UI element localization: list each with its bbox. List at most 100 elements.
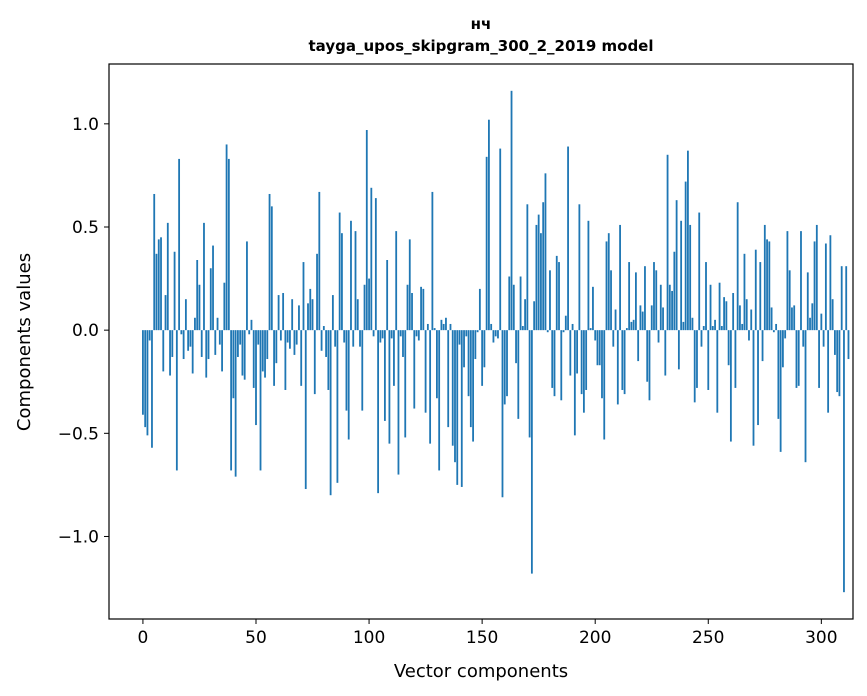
bar-232 — [666, 154, 669, 331]
bar-152 — [485, 156, 488, 331]
bar-119 — [411, 293, 413, 331]
bar-219 — [637, 330, 640, 362]
bar-162 — [508, 276, 511, 331]
chart-title-line1: нч — [471, 15, 492, 33]
bar-294 — [806, 272, 809, 331]
bar-173 — [533, 301, 536, 331]
bar-171 — [528, 330, 531, 438]
bar-176 — [540, 233, 542, 331]
bar-154 — [490, 323, 493, 331]
bar-44 — [241, 330, 244, 376]
bar-248 — [702, 326, 705, 331]
bar-5 — [153, 193, 156, 331]
bar-19 — [184, 299, 187, 331]
bar-201 — [596, 330, 599, 366]
bar-273 — [759, 262, 762, 331]
bar-12 — [169, 330, 171, 376]
bar-180 — [549, 270, 551, 331]
bar-221 — [641, 311, 644, 331]
bar-277 — [768, 241, 771, 331]
bar-216 — [630, 321, 633, 331]
bar-286 — [788, 270, 791, 331]
bar-87 — [338, 212, 341, 331]
bar-54 — [264, 330, 266, 378]
bar-105 — [379, 330, 382, 343]
bar-47 — [248, 330, 251, 335]
bar-165 — [515, 330, 517, 364]
bar-205 — [605, 241, 608, 331]
bar-68 — [295, 330, 298, 345]
bar-192 — [576, 330, 579, 374]
plot-frame — [108, 63, 854, 620]
bar-11 — [166, 222, 169, 331]
bar-168 — [521, 326, 524, 331]
bar-106 — [381, 330, 384, 339]
bar-249 — [705, 262, 707, 331]
bar-182 — [553, 330, 556, 397]
bar-226 — [653, 262, 655, 331]
bar-174 — [535, 224, 538, 331]
bar-90 — [345, 330, 348, 411]
bar-265 — [741, 323, 744, 331]
bar-20 — [187, 330, 190, 351]
bar-197 — [587, 220, 590, 331]
bar-209 — [614, 309, 617, 331]
bar-65 — [289, 330, 291, 349]
bar-309 — [840, 266, 843, 331]
bar-140 — [458, 330, 461, 345]
bar-38 — [227, 158, 230, 331]
bar-41 — [234, 330, 237, 477]
x-tick-label: 200 — [579, 628, 611, 648]
bar-280 — [775, 323, 778, 331]
y-tick-label: −1.0 — [58, 527, 99, 547]
bar-56 — [268, 193, 271, 331]
bar-166 — [517, 330, 520, 419]
bar-108 — [386, 260, 389, 331]
bar-13 — [171, 330, 174, 357]
bar-263 — [736, 202, 739, 331]
bar-133 — [442, 323, 445, 331]
bar-131 — [438, 330, 441, 471]
bar-3 — [148, 330, 151, 341]
bar-259 — [727, 330, 730, 366]
bar-183 — [555, 255, 558, 331]
bar-71 — [302, 262, 305, 331]
bar-91 — [347, 330, 350, 440]
bar-46 — [246, 241, 248, 331]
bar-116 — [404, 330, 407, 438]
bar-55 — [266, 330, 269, 360]
bar-262 — [734, 330, 737, 388]
x-axis-label: Vector components — [394, 661, 568, 682]
bar-282 — [779, 330, 782, 452]
bar-89 — [343, 330, 346, 343]
bar-270 — [752, 330, 755, 446]
bar-252 — [711, 326, 714, 331]
bar-275 — [763, 224, 766, 331]
bar-239 — [682, 321, 685, 331]
bar-132 — [440, 319, 443, 331]
bar-23 — [194, 317, 196, 331]
bar-268 — [748, 330, 750, 341]
bar-88 — [341, 233, 343, 331]
bar-103 — [374, 198, 377, 331]
bar-157 — [497, 330, 499, 339]
x-tick-label: 150 — [466, 628, 498, 648]
bar-240 — [684, 181, 687, 331]
bar-69 — [298, 305, 300, 331]
bar-296 — [811, 303, 814, 331]
bar-35 — [221, 330, 223, 372]
bar-207 — [610, 270, 612, 331]
bar-1 — [144, 330, 147, 428]
bar-22 — [191, 330, 194, 374]
bar-181 — [551, 330, 554, 388]
bar-245 — [696, 330, 698, 388]
bar-258 — [725, 301, 728, 331]
bar-4 — [151, 330, 153, 448]
bar-97 — [361, 330, 364, 411]
bar-247 — [700, 330, 703, 347]
bar-31 — [212, 245, 214, 331]
bar-24 — [196, 260, 199, 331]
bar-145 — [469, 330, 472, 428]
